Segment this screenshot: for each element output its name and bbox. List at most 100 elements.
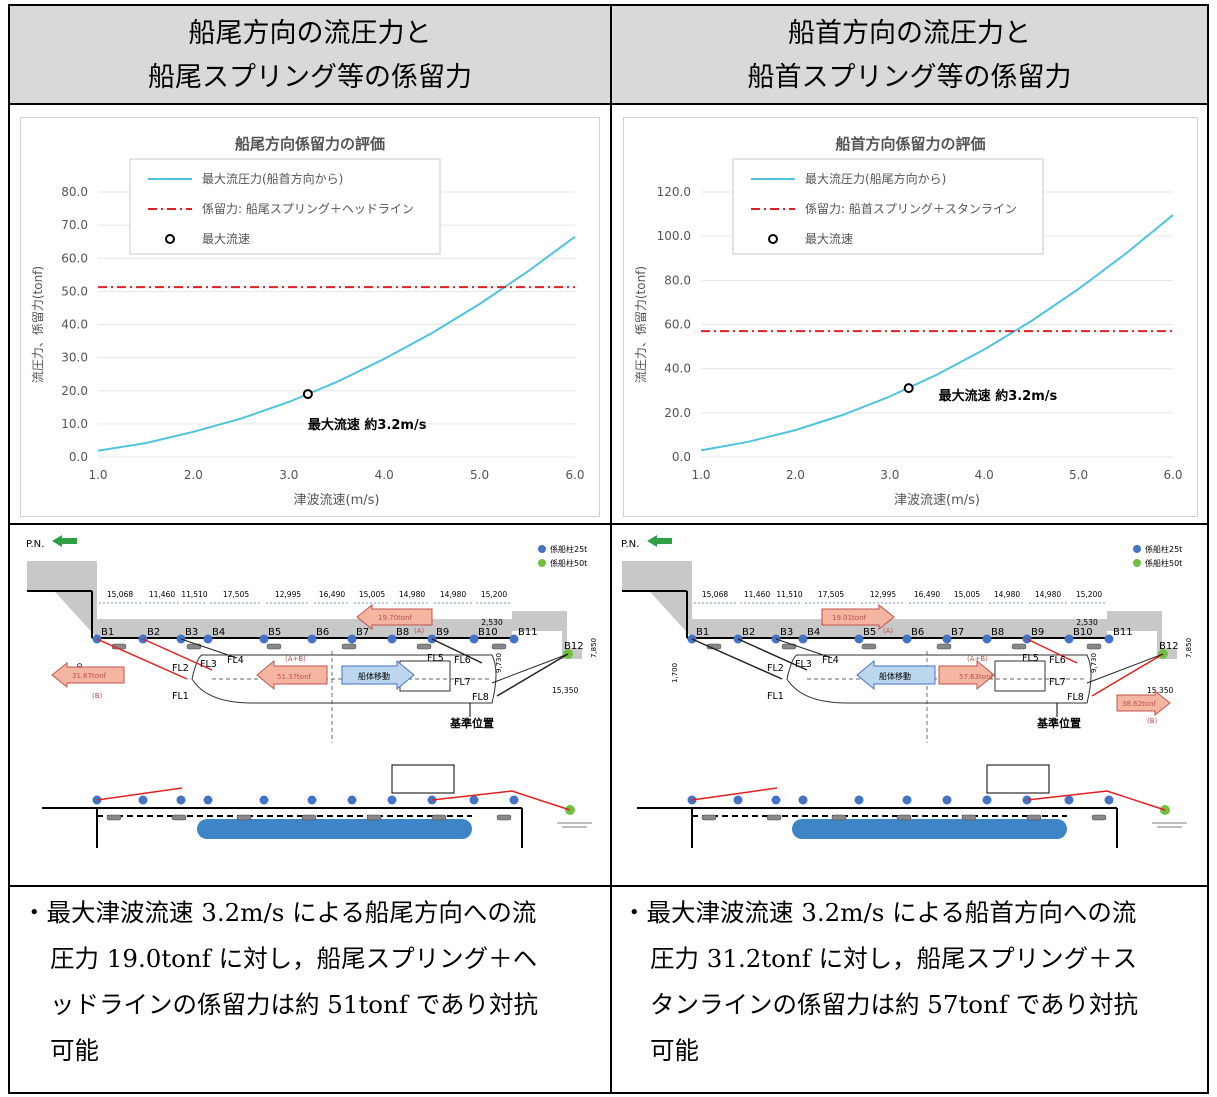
mooring-line xyxy=(96,638,188,680)
dimension-label: 15,068 xyxy=(107,590,133,599)
fender-elevation xyxy=(496,814,512,821)
dimension-label: 15,005 xyxy=(359,590,385,599)
mooring-diagram-right: P.N. 係船柱25t 係船柱50t 15,068 11,460 11,510 17,505… xyxy=(617,533,1202,857)
y-tick-label: 0.0 xyxy=(69,450,88,464)
legend-box xyxy=(129,158,441,255)
fender xyxy=(491,643,507,650)
bitt-50t-legend-icon xyxy=(1133,559,1141,567)
bitt-25t-legend-icon xyxy=(1133,545,1141,553)
row-divider-diagram xyxy=(8,885,1209,887)
bitt-elevation-icon xyxy=(1064,795,1074,805)
force-a-value: 19.70tonf xyxy=(378,614,413,622)
x-tick-label: 3.0 xyxy=(880,468,899,482)
reference-position-label: 基準位置 xyxy=(449,716,494,730)
series-line-flow-pressure xyxy=(700,214,1174,452)
bitt-icon xyxy=(854,634,864,644)
dimension-label: 17,505 xyxy=(223,590,249,599)
dimension-label: 14,980 xyxy=(399,590,425,599)
ship-move-arrow xyxy=(856,659,936,691)
bitt-elevation-icon xyxy=(854,795,864,805)
mooring-diagram-left-svg: P.N. 係船柱25t 係船柱50t 15,068 11,460 11,510 17,505… xyxy=(26,535,598,848)
dimension-label: 17,505 xyxy=(818,590,844,599)
fender xyxy=(1011,643,1027,650)
y-tick-label: 0.0 xyxy=(672,450,691,464)
bitt-elevation-icon xyxy=(902,795,912,805)
bitt-label: B4 xyxy=(807,627,820,638)
quay-block xyxy=(622,561,692,591)
mooring-line xyxy=(1091,653,1164,697)
row-divider-header xyxy=(8,103,1209,105)
dimension-label: 12,995 xyxy=(870,590,896,599)
chart-title: 船尾方向係留力の評価 xyxy=(235,135,385,153)
ship-house xyxy=(994,660,1046,692)
bitt-elevation-icon xyxy=(509,795,519,805)
bitt-label: B4 xyxy=(212,627,225,638)
max-velocity-annotation: 最大流速 約3.2m/s xyxy=(308,417,427,433)
dimension-label: 15,005 xyxy=(954,590,980,599)
fender-elevation xyxy=(106,814,122,821)
fender-label: FL5 xyxy=(1022,653,1039,664)
fender xyxy=(781,643,797,650)
x-tick-label: 2.0 xyxy=(786,468,805,482)
dimension-label: 1,700 xyxy=(671,663,679,683)
table-frame xyxy=(8,4,1209,1094)
bitt-label: B6 xyxy=(316,627,329,638)
force-a-value: 19.01tonf xyxy=(832,614,867,622)
force-a-tag: (A) xyxy=(414,627,425,635)
dimension-label: 9,730 xyxy=(1090,653,1098,673)
ship-elevation-hull xyxy=(197,819,472,839)
dimension-label: 2,530 xyxy=(481,618,503,627)
bitt-50t-legend-icon xyxy=(538,559,546,567)
bitt-icon xyxy=(942,634,952,644)
fender-elevation xyxy=(171,814,187,821)
bitt-icon xyxy=(307,634,317,644)
dimension-label: 14,980 xyxy=(440,590,466,599)
fender-elevation xyxy=(1026,814,1042,821)
ship-move-arrow xyxy=(341,659,415,691)
bitt-icon xyxy=(798,634,808,644)
legend-swatch-point xyxy=(768,234,778,244)
north-label: P.N. xyxy=(26,539,44,550)
bitt-elevation-icon xyxy=(347,795,357,805)
bitt-label: B5 xyxy=(863,627,876,638)
dimension-label: 15,200 xyxy=(481,590,507,599)
force-arrow-a xyxy=(821,603,895,631)
bitt-label: B2 xyxy=(147,627,160,638)
fender-elevation xyxy=(831,814,847,821)
y-tick-label: 40.0 xyxy=(664,362,691,376)
x-tick-label: 4.0 xyxy=(975,468,994,482)
bitt-elevation-icon xyxy=(942,795,952,805)
ship-move-label: 船体移動 xyxy=(879,671,911,681)
y-tick-label: 10.0 xyxy=(61,417,88,431)
north-arrow-icon xyxy=(52,535,77,547)
bitt-label: B5 xyxy=(268,627,281,638)
series-line-flow-pressure xyxy=(97,235,576,452)
force-arrow-b xyxy=(1116,689,1171,717)
x-axis-label: 津波流速(m/s) xyxy=(894,493,980,508)
bitt-elevation-icon xyxy=(307,795,317,805)
bitt-icon xyxy=(509,634,519,644)
bitt-elevation-icon xyxy=(203,795,213,805)
force-arrow-ab xyxy=(938,659,995,691)
dimension-label: 15,068 xyxy=(702,590,728,599)
y-tick-label: 120.0 xyxy=(657,185,691,199)
force-ab-value: 51.37tonf xyxy=(277,673,312,681)
ship-bridge-elevation xyxy=(391,764,455,794)
force-b-tag: (B) xyxy=(1147,717,1158,725)
chart-right: 船首方向係留力の評価 0.0 20.0 40.0 60.0 80.0 100.0 120.0 1… xyxy=(623,117,1198,517)
description-left-line: 圧力 19.0tonf に対し，船尾スプリング＋ヘ xyxy=(50,944,538,973)
x-axis-label: 津波流速(m/s) xyxy=(294,493,380,508)
mooring-line xyxy=(737,638,808,671)
force-arrow-ab xyxy=(256,659,328,691)
bitt-elevation-icon xyxy=(469,795,479,805)
chart-left-svg: 船尾方向係留力の評価 0.0 10.0 20.0 30.0 40.0 50.0 60.0 70.… xyxy=(20,117,600,517)
reference-position-label: 基準位置 xyxy=(1036,716,1081,730)
description-left-line: 可能 xyxy=(50,1036,99,1065)
quay-block xyxy=(27,561,97,591)
fender-label: FL8 xyxy=(472,692,489,703)
mooring-line xyxy=(691,638,783,680)
bitt-label: B12 xyxy=(1159,641,1179,652)
mooring-line xyxy=(142,638,213,671)
header-left: 船尾方向の流圧力と 船尾スプリング等の係留力 xyxy=(10,6,610,103)
dimension-label: 11,510 xyxy=(776,590,802,599)
